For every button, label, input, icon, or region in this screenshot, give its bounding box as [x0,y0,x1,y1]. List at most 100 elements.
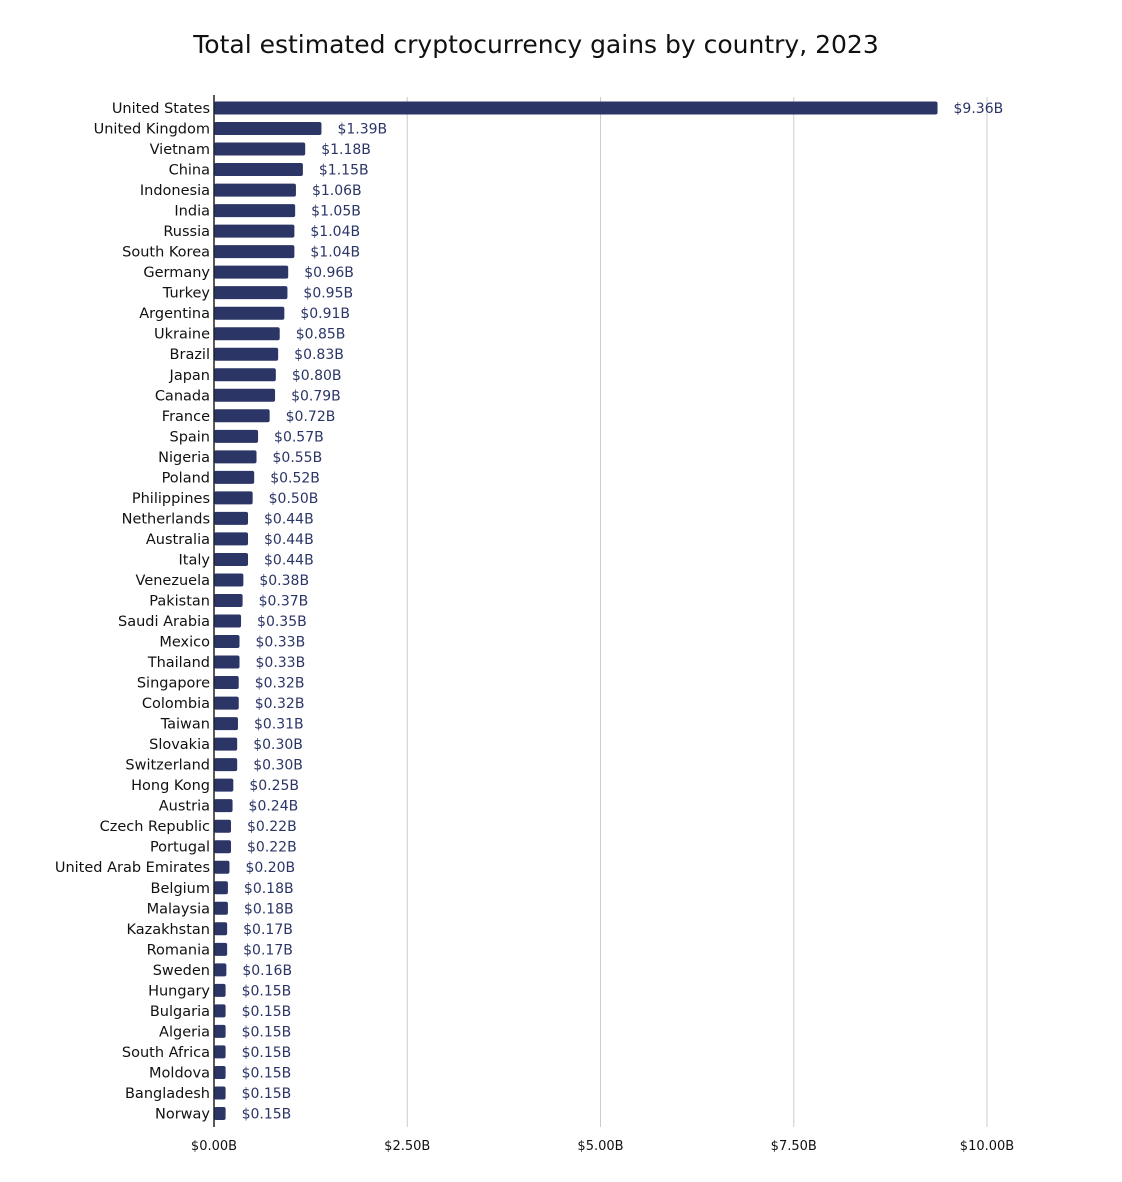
bar [214,142,306,156]
value-label: $0.38B [259,573,309,589]
category-label: Argentina [139,306,210,322]
x-tick-label: $2.50B [384,1139,430,1154]
value-label: $0.18B [244,901,294,917]
bar [214,819,232,833]
bar [214,409,270,423]
category-label: Japan [169,368,210,384]
value-label: $0.22B [247,819,297,835]
value-label: $1.06B [312,183,362,199]
bar [214,327,280,341]
chart-title: Total estimated cryptocurrency gains by … [192,30,879,59]
bar [214,758,238,772]
bar [214,265,289,279]
value-label: $0.83B [294,347,344,363]
bar [214,286,288,300]
bar [214,635,240,649]
category-label: Ukraine [154,327,210,343]
value-label: $9.36B [954,101,1004,117]
bar [214,388,276,402]
bar [214,922,228,936]
bar [214,224,295,238]
value-label: $0.25B [249,778,299,794]
category-label: Hungary [148,983,210,999]
bar [214,532,249,546]
bar [214,737,238,751]
x-tick-label: $10.00B [960,1139,1014,1154]
value-label: $0.17B [243,942,293,958]
value-label: $0.20B [245,860,295,876]
bar [214,676,239,690]
bar [214,840,232,854]
category-label: Algeria [159,1024,210,1040]
gridlines [406,97,988,1127]
value-label: $1.18B [321,142,371,158]
bar [214,655,240,669]
category-label: Mexico [159,635,210,651]
value-label: $0.96B [304,265,354,281]
value-label: $0.22B [247,840,297,856]
bar [214,163,303,177]
value-label: $0.15B [242,1004,292,1020]
value-label: $0.32B [255,696,305,712]
bar [214,1086,226,1100]
bar [214,347,279,361]
bar [214,552,249,566]
value-label: $0.80B [292,368,342,384]
bar [214,470,255,484]
value-label: $0.15B [242,1086,292,1102]
bar [214,942,228,956]
category-label: Moldova [149,1065,210,1081]
category-label: Canada [155,388,210,404]
category-label: Portugal [150,840,210,856]
category-label: Vietnam [150,142,210,158]
bar [214,245,295,259]
category-label: Taiwan [160,717,210,733]
category-label: Russia [163,224,210,240]
category-label: Pakistan [149,593,210,609]
value-label: $0.44B [264,552,314,568]
bar [214,696,239,710]
category-label: Switzerland [125,758,210,774]
value-label: $0.15B [242,983,292,999]
bar [214,183,296,197]
value-label: $0.15B [242,1065,292,1081]
value-label: $0.57B [274,429,324,445]
bar [214,122,322,136]
category-label: Hong Kong [131,778,210,794]
bar [214,860,230,874]
bar [214,1004,226,1018]
value-label: $0.33B [256,635,306,651]
category-label: Venezuela [136,573,210,589]
value-label: $0.18B [244,881,294,897]
category-label: Singapore [137,676,210,692]
value-label: $0.79B [291,388,341,404]
bar [214,1024,226,1038]
bar [214,1065,226,1079]
bar [214,429,259,443]
category-label: Philippines [132,491,210,507]
bar [214,717,238,731]
category-label: Nigeria [158,450,210,466]
bar [214,881,228,895]
category-label: Kazakhstan [126,922,210,938]
category-label: Brazil [170,347,210,363]
category-label: Thailand [147,655,210,671]
category-label: China [169,163,210,179]
bar [214,1045,226,1059]
x-tick-label: $5.00B [577,1139,623,1154]
bar [214,306,285,320]
category-label: Sweden [153,963,210,979]
category-labels: United States United Kingdom Vietnam China I… [55,101,211,1122]
value-label: $0.31B [254,717,304,733]
bar [214,901,228,915]
value-label: $0.52B [270,470,320,486]
value-label: $0.50B [269,491,319,507]
category-label: France [162,409,210,425]
category-label: Poland [162,470,210,486]
value-label: $0.24B [249,799,299,815]
bar [214,511,249,525]
bar [214,573,244,587]
category-label: Colombia [142,696,210,712]
value-label: $0.44B [264,511,314,527]
